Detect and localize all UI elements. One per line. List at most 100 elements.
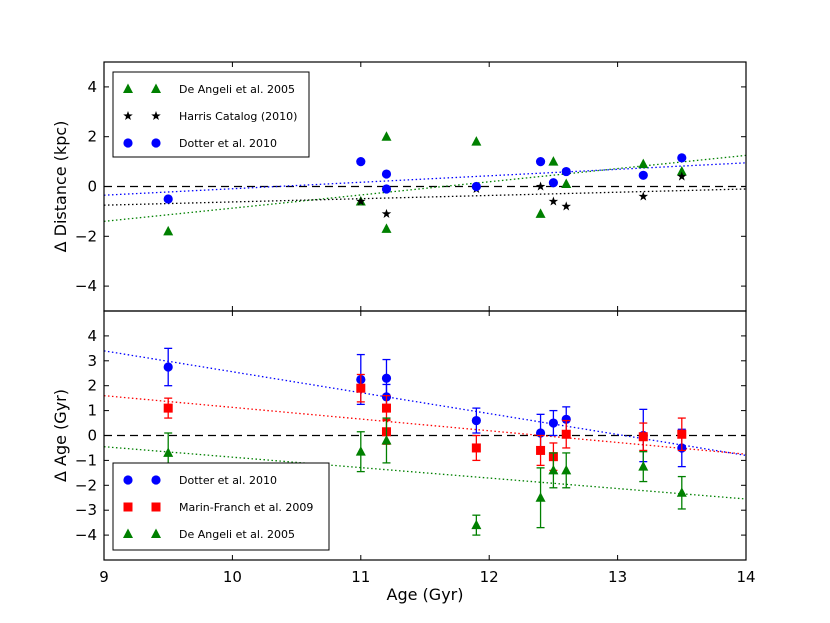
legend-label: Marin-Franch et al. 2009 xyxy=(179,501,313,514)
data-point xyxy=(381,169,392,179)
legend-marker xyxy=(151,111,161,121)
x-tick-label: 9 xyxy=(99,568,109,586)
legend-label: De Angeli et al. 2005 xyxy=(179,528,295,541)
trendline-age-0 xyxy=(104,350,746,457)
legend-marker xyxy=(123,111,133,121)
x-tick-label: 10 xyxy=(223,568,242,586)
legend-marker xyxy=(151,83,161,93)
y-tick-label: 4 xyxy=(87,78,97,96)
data-point xyxy=(381,131,392,141)
x-tick-label: 13 xyxy=(608,568,627,586)
legend-marker xyxy=(123,83,133,93)
legend-marker xyxy=(151,138,161,148)
data-point xyxy=(561,414,571,424)
data-point xyxy=(535,181,546,191)
y-tick-label: −2 xyxy=(75,476,97,494)
data-point xyxy=(356,196,366,206)
data-point xyxy=(561,464,572,475)
data-point xyxy=(677,153,687,163)
legend-item: De Angeli et al. 2005 xyxy=(123,528,295,541)
data-point xyxy=(548,418,559,428)
data-point xyxy=(381,373,392,383)
data-point xyxy=(677,429,687,439)
data-point xyxy=(536,445,546,455)
legend-age: Dotter et al. 2010 Marin-Franch et al. 20… xyxy=(112,462,330,551)
data-point xyxy=(356,157,366,167)
y-tick-label: 3 xyxy=(87,352,97,370)
series-de-angeli-et-al-2005 xyxy=(163,131,687,236)
data-point xyxy=(548,156,559,166)
data-point xyxy=(638,432,648,442)
y-tick-label: −1 xyxy=(75,451,97,469)
x-tick-label: 12 xyxy=(480,568,499,586)
y-tick-label: 0 xyxy=(87,178,97,196)
legend-item: De Angeli et al. 2005 xyxy=(123,83,295,96)
data-point xyxy=(163,447,174,457)
data-point xyxy=(471,519,482,530)
trendline-age-1 xyxy=(104,395,746,455)
y-axis-title-distance: Δ Distance (kpc) xyxy=(51,121,70,253)
trendline-distance-2 xyxy=(104,188,746,206)
x-tick-label: 11 xyxy=(351,568,370,586)
legend-marker xyxy=(123,502,133,512)
data-point xyxy=(677,171,687,181)
legend-marker xyxy=(123,475,133,485)
legend-item: Dotter et al. 2010 xyxy=(123,137,277,150)
trendline-age-2 xyxy=(104,446,746,500)
legend-label: Harris Catalog (2010) xyxy=(179,110,297,123)
x-axis-title: Age (Gyr) xyxy=(387,585,464,604)
legend-marker xyxy=(151,528,161,538)
data-point xyxy=(381,403,391,413)
data-point xyxy=(676,166,687,176)
legend-label: Dotter et al. 2010 xyxy=(179,474,277,487)
data-point xyxy=(163,362,173,372)
data-point xyxy=(163,403,173,413)
data-point xyxy=(548,464,559,475)
data-point xyxy=(638,461,649,471)
plot-area-age xyxy=(104,347,746,536)
data-point xyxy=(535,492,546,502)
data-point xyxy=(638,191,649,201)
legend-item: Dotter et al. 2010 xyxy=(123,474,277,487)
data-point xyxy=(535,208,546,218)
legend-marker xyxy=(151,502,161,512)
y-tick-label: −2 xyxy=(75,227,97,245)
y-tick-label: 2 xyxy=(87,377,97,395)
y-tick-label: −4 xyxy=(75,526,97,544)
legend-item: Marin-Franch et al. 2009 xyxy=(123,501,313,514)
data-point xyxy=(561,166,571,177)
y-tick-label: −3 xyxy=(75,501,97,519)
series-dotter-et-al-2010 xyxy=(163,347,687,468)
series-marin-franch-et-al-2009 xyxy=(163,373,687,472)
data-point xyxy=(471,181,481,192)
data-point xyxy=(163,194,173,204)
series-de-angeli-et-al-2005 xyxy=(163,417,687,536)
data-point xyxy=(381,434,392,445)
data-point xyxy=(355,446,366,456)
legend-marker xyxy=(123,528,133,538)
legend-item: Harris Catalog (2010) xyxy=(123,110,297,123)
data-point xyxy=(561,429,571,439)
data-point xyxy=(471,443,481,453)
data-point xyxy=(471,415,481,426)
data-point xyxy=(638,170,648,180)
y-tick-label: 2 xyxy=(87,128,97,146)
panel-age: −4 −3 −2 −1 0 1 2 3 4 Δ Age (Gyr) Dotter et al. 20… xyxy=(51,310,747,561)
trendline-distance-0 xyxy=(104,162,746,196)
legend-label: De Angeli et al. 2005 xyxy=(179,83,295,96)
legend-marker xyxy=(123,138,133,148)
legend-label: Dotter et al. 2010 xyxy=(179,137,277,150)
legend-marker xyxy=(151,475,161,485)
panel-distance: −4 −2 0 2 4 Δ Distance (kpc) De Angeli et al. … xyxy=(51,61,747,312)
trendline-distance-1 xyxy=(104,154,746,223)
data-point xyxy=(381,223,392,233)
data-point xyxy=(638,158,649,169)
legend-box xyxy=(112,462,330,551)
data-point xyxy=(561,201,571,211)
x-tick-label: 14 xyxy=(736,568,755,586)
legend-distance: De Angeli et al. 2005 Harris Catalog (201… xyxy=(112,71,310,158)
data-point xyxy=(381,184,392,194)
data-point xyxy=(561,178,572,189)
y-axis-title-age: Δ Age (Gyr) xyxy=(51,389,70,482)
y-tick-label: −4 xyxy=(75,277,97,295)
